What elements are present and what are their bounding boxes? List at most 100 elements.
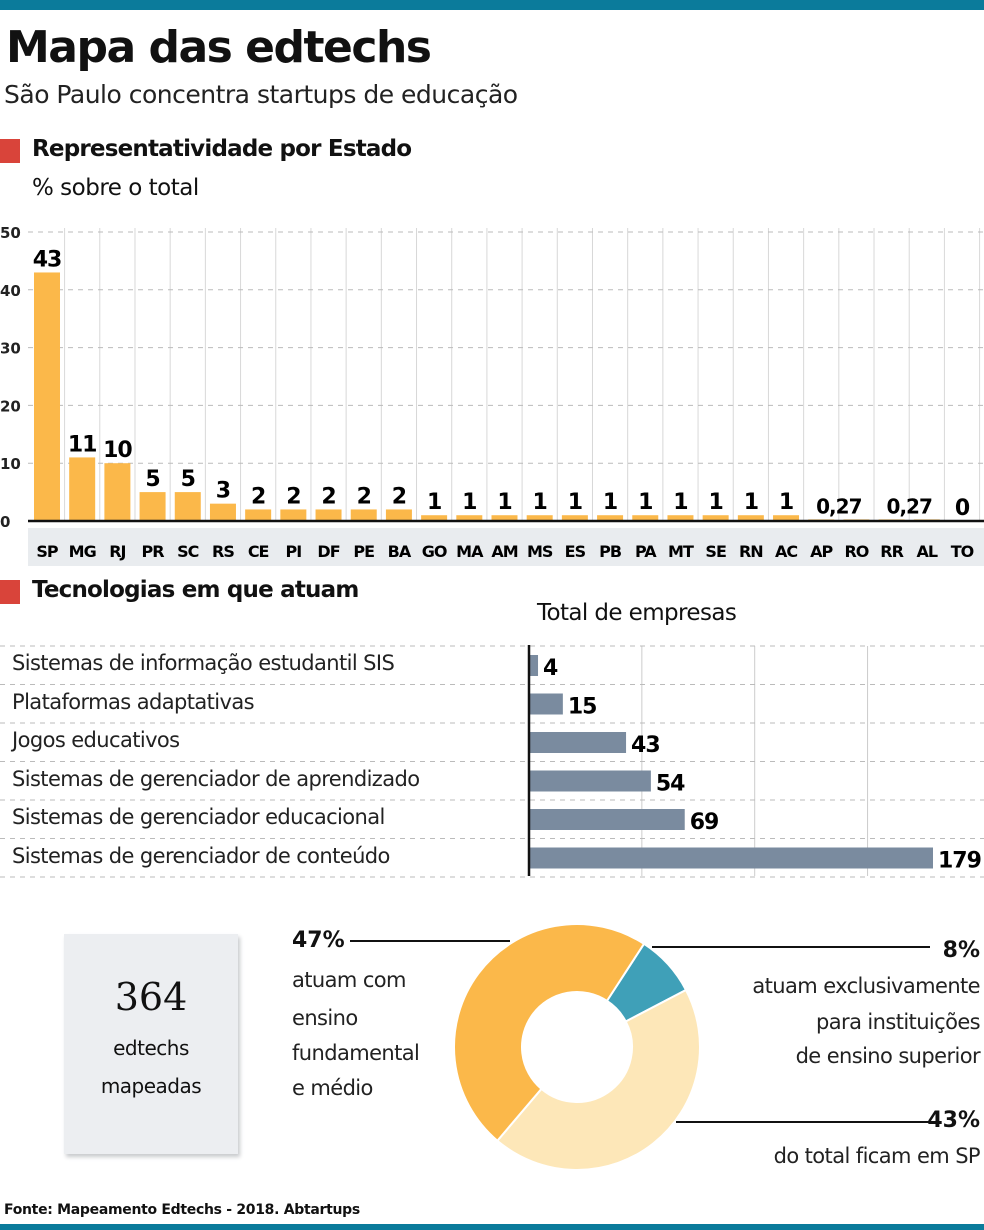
x-tick-label: RO — [844, 542, 868, 561]
data-label: 1 — [533, 490, 547, 515]
data-label: 1 — [638, 490, 652, 515]
x-tick-label: PA — [635, 542, 657, 561]
x-tick-label: BA — [388, 542, 412, 561]
bar-CE — [245, 509, 272, 521]
bar-PE — [350, 509, 377, 521]
y-tick-label: 50 — [0, 224, 21, 242]
slice-label: do total ficam em SP — [773, 1144, 981, 1168]
bar-PI — [280, 509, 307, 521]
data-label: 1 — [497, 490, 511, 515]
summary-number: 364 — [114, 975, 188, 1019]
bar-RN — [737, 515, 764, 521]
bar-BA — [385, 509, 412, 521]
y-tick-label: 40 — [0, 282, 21, 300]
data-label: 5 — [145, 467, 159, 492]
summary-line1: edtechs — [113, 1036, 189, 1060]
slice-label: de ensino superior — [795, 1044, 981, 1068]
section-marker-icon — [0, 139, 20, 163]
data-label: 1 — [673, 490, 687, 515]
bar-SP — [34, 272, 60, 521]
x-tick-label: SE — [705, 542, 726, 561]
bar-GO — [421, 515, 448, 521]
donut-slice-47% — [453, 923, 646, 1143]
bar-SC — [174, 492, 201, 521]
donut-slice-43% — [495, 988, 701, 1171]
x-tick-label: RN — [739, 542, 763, 561]
bar — [529, 847, 933, 869]
bar-RJ — [104, 463, 131, 521]
category-label: Sistemas de informação estudantil SIS — [12, 651, 395, 675]
category-label: Sistemas de gerenciador de conteúdo — [12, 843, 390, 868]
slice-label: fundamental — [292, 1041, 420, 1065]
category-label: Plataformas adaptativas — [12, 689, 255, 714]
leader-line — [652, 946, 930, 948]
slice-label: ensino — [292, 1006, 358, 1030]
x-tick-label: AM — [491, 542, 517, 561]
slice-pct-43: 43% — [927, 1108, 980, 1133]
bar-RS — [209, 503, 236, 521]
y-tick-label: 0 — [0, 513, 10, 531]
category-band — [28, 528, 984, 566]
bar — [529, 732, 627, 753]
data-label: 3 — [216, 479, 230, 504]
data-label: 2 — [392, 484, 406, 509]
bar-MA — [456, 515, 483, 521]
x-tick-label: MA — [456, 542, 484, 561]
data-label: 1 — [708, 490, 722, 515]
source-note: Fonte: Mapeamento Edtechs - 2018. Abtart… — [4, 1202, 360, 1218]
data-label: 5 — [181, 467, 195, 492]
x-tick-label: PE — [353, 542, 374, 561]
page-title: Mapa das edtechs — [6, 22, 432, 73]
leader-line — [676, 1121, 930, 1123]
bottom-accent-bar — [0, 1224, 984, 1230]
section-title-tech: Tecnologias em que atuam — [32, 577, 359, 603]
x-tick-label: MS — [527, 542, 553, 561]
y-tick-label: 20 — [0, 397, 21, 415]
data-label: 11 — [68, 432, 97, 457]
tech-chart-axis-title: Total de empresas — [537, 600, 737, 626]
section-marker-icon — [0, 580, 20, 604]
data-label: 15 — [568, 695, 597, 720]
category-label: Sistemas de gerenciador de aprendizado — [12, 766, 420, 791]
category-label: Sistemas de gerenciador educacional — [12, 805, 385, 829]
x-tick-label: AC — [775, 542, 797, 561]
bar-ES — [561, 515, 588, 521]
bar-MS — [526, 515, 553, 521]
bar — [529, 809, 685, 830]
data-label: 2 — [357, 484, 371, 509]
state-chart-unit: % sobre o total — [32, 175, 199, 201]
category-label: Jogos educativos — [12, 728, 180, 752]
bar — [529, 655, 539, 676]
x-tick-label: CE — [248, 542, 269, 561]
bar-SE — [702, 515, 729, 521]
y-tick-label: 30 — [0, 340, 21, 358]
data-label: 1 — [568, 490, 582, 515]
data-label: 1 — [779, 490, 793, 515]
bar — [529, 693, 563, 715]
top-accent-bar — [0, 0, 984, 10]
bar-MG — [69, 457, 96, 521]
data-label: 43 — [33, 247, 62, 272]
x-tick-label: RJ — [109, 542, 125, 561]
data-label: 2 — [321, 484, 335, 509]
slice-pct-47: 47% — [292, 928, 345, 953]
data-label: 54 — [656, 772, 685, 797]
x-tick-label: ES — [565, 542, 586, 561]
y-tick-label: 10 — [0, 455, 21, 473]
slice-pct-8: 8% — [942, 938, 980, 963]
summary-box — [64, 934, 238, 1154]
x-tick-label: AL — [917, 542, 938, 561]
bar-AC — [773, 515, 800, 521]
data-label: 1 — [744, 490, 758, 515]
data-label: 0 — [955, 496, 970, 521]
bar-AM — [491, 515, 518, 521]
bar-DF — [315, 509, 342, 521]
x-tick-label: DF — [317, 542, 339, 561]
x-tick-label: MG — [69, 542, 96, 561]
x-tick-label: SP — [36, 542, 59, 561]
data-label: 1 — [462, 490, 476, 515]
page-subtitle: São Paulo concentra startups de educação — [4, 80, 518, 109]
slice-label: atuam exclusivamente — [752, 974, 980, 998]
